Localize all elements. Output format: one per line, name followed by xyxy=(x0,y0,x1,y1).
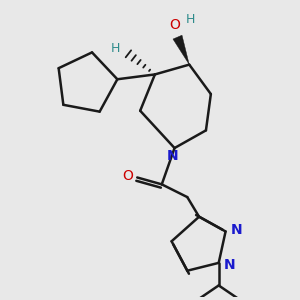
Text: N: N xyxy=(167,149,178,163)
Text: H: H xyxy=(111,42,120,56)
Text: O: O xyxy=(169,18,180,32)
Polygon shape xyxy=(173,35,189,64)
Text: H: H xyxy=(186,13,195,26)
Text: N: N xyxy=(231,223,242,236)
Text: N: N xyxy=(224,258,235,272)
Text: O: O xyxy=(122,169,133,182)
